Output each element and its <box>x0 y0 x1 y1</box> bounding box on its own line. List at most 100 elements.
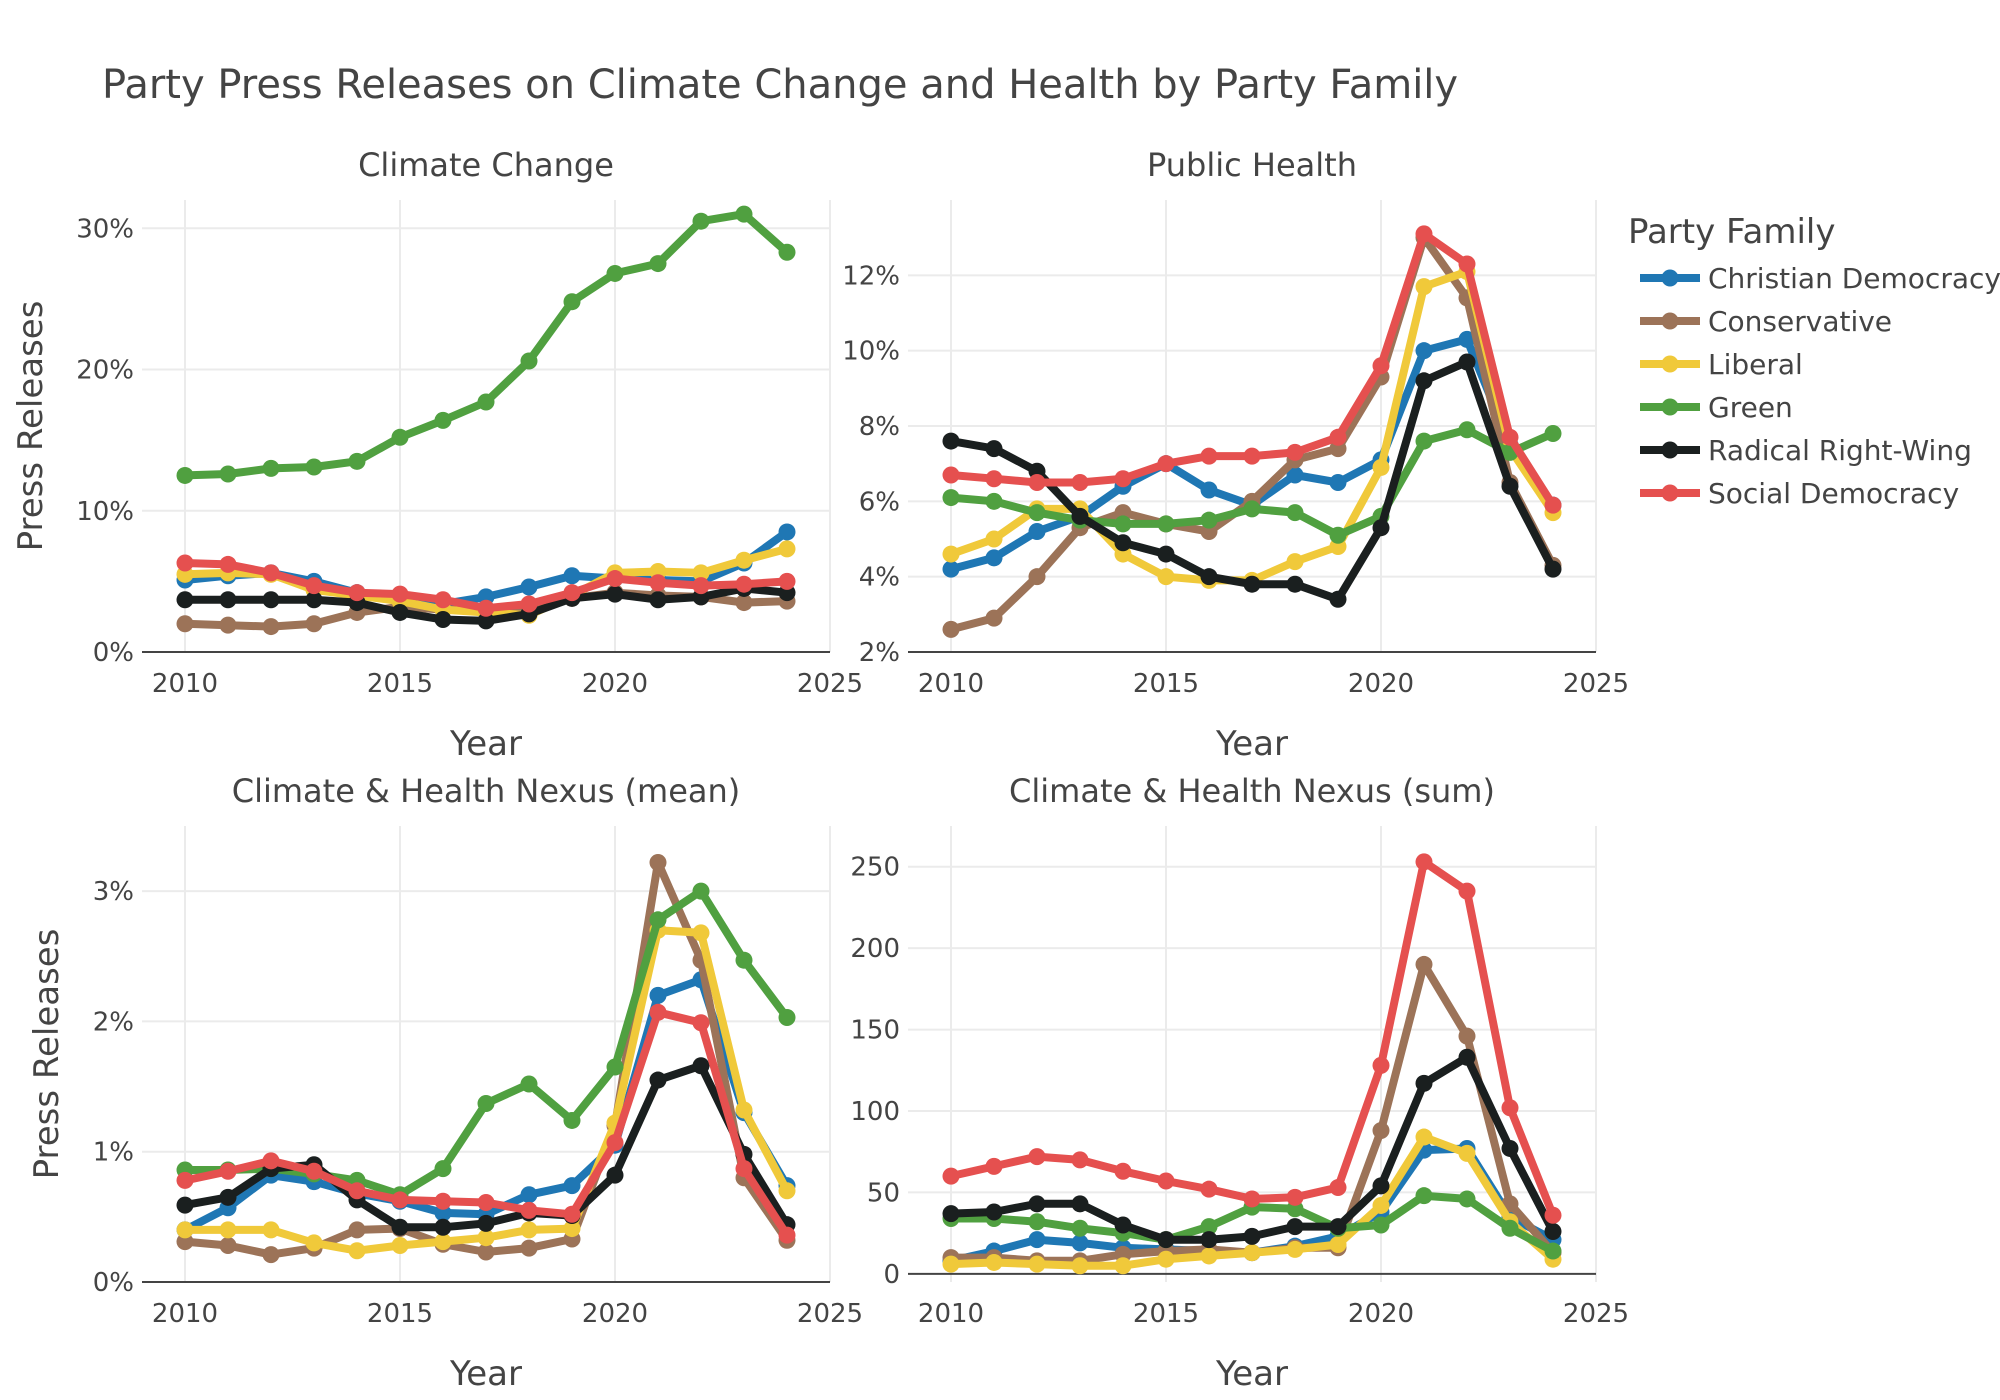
series-radical-right-wing <box>942 1048 1562 1249</box>
data-point <box>1071 1234 1089 1252</box>
data-point <box>1157 1250 1175 1268</box>
data-point <box>942 466 960 484</box>
legend-swatch-marker <box>1661 312 1679 330</box>
data-point <box>1372 1056 1390 1074</box>
data-point <box>942 1167 960 1185</box>
data-point <box>985 609 1003 627</box>
y-tick-label: 10% <box>76 497 134 527</box>
data-point <box>176 1233 194 1251</box>
data-point <box>391 1191 409 1209</box>
data-point <box>1200 1218 1218 1236</box>
series-liberal <box>942 1128 1562 1275</box>
data-point <box>1372 357 1390 375</box>
y-tick-label: 12% <box>842 261 900 291</box>
data-point <box>985 549 1003 567</box>
data-point <box>1114 534 1132 552</box>
data-point <box>563 1177 581 1195</box>
data-point <box>563 293 581 311</box>
legend-item-liberal[interactable]: Liberal <box>1640 348 1803 381</box>
data-point <box>649 986 667 1004</box>
data-point <box>434 591 452 609</box>
data-point <box>563 584 581 602</box>
data-point <box>1458 255 1476 273</box>
data-point <box>1458 1144 1476 1162</box>
data-point <box>649 574 667 592</box>
data-point <box>692 1057 710 1075</box>
data-point <box>348 452 366 470</box>
data-point <box>434 1218 452 1236</box>
legend-item-christian-democracy[interactable]: Christian Democracy <box>1640 262 2000 295</box>
data-point <box>1372 1216 1390 1234</box>
data-point <box>1071 1195 1089 1213</box>
subplot-climate-change: 2010 2015 2020 2025 0% 10% 20% 30% Climate Chang… <box>11 146 863 764</box>
data-point <box>262 1221 280 1239</box>
data-point <box>778 1009 796 1027</box>
data-point <box>778 523 796 541</box>
data-point <box>520 578 538 596</box>
data-point <box>348 584 366 602</box>
data-point <box>1200 1247 1218 1265</box>
data-point <box>649 255 667 273</box>
data-point <box>434 1192 452 1210</box>
data-point <box>176 466 194 484</box>
legend-swatch-marker <box>1661 355 1679 373</box>
legend-item-social-democracy[interactable]: Social Democracy <box>1640 477 1959 510</box>
x-tick-label: 2010 <box>918 669 984 699</box>
data-point <box>1329 590 1347 608</box>
data-point <box>520 352 538 370</box>
data-point <box>219 555 237 573</box>
data-point <box>1157 515 1175 533</box>
data-point <box>1028 1213 1046 1231</box>
y-tick-label: 10% <box>842 337 900 367</box>
data-point <box>606 1058 624 1076</box>
data-point <box>262 1246 280 1264</box>
data-point <box>735 575 753 593</box>
data-point <box>1243 500 1261 518</box>
x-tick-label: 2015 <box>1133 1299 1199 1329</box>
data-point <box>176 1221 194 1239</box>
legend-label: Social Democracy <box>1708 477 1959 510</box>
data-point <box>1028 1231 1046 1249</box>
legend-item-conservative[interactable]: Conservative <box>1640 305 1892 338</box>
data-point <box>942 620 960 638</box>
data-point <box>985 1253 1003 1271</box>
x-tick-label: 2020 <box>1348 1299 1414 1329</box>
data-point <box>1157 545 1175 563</box>
data-point <box>1286 553 1304 571</box>
data-point <box>176 554 194 572</box>
y-tick-label: 8% <box>859 412 900 442</box>
data-point <box>1544 1223 1562 1241</box>
y-tick-label: 6% <box>859 487 900 517</box>
data-point <box>1028 568 1046 586</box>
data-point <box>1501 1099 1519 1117</box>
data-point <box>1157 568 1175 586</box>
legend-item-green[interactable]: Green <box>1640 391 1793 424</box>
data-point <box>1028 522 1046 540</box>
data-point <box>477 599 495 617</box>
data-point <box>1200 447 1218 465</box>
y-tick-label: 1% <box>93 1138 134 1168</box>
data-point <box>1071 507 1089 525</box>
data-point <box>1458 882 1476 900</box>
data-point <box>1286 575 1304 593</box>
data-point <box>1243 1227 1261 1245</box>
legend-swatch-marker <box>1661 398 1679 416</box>
data-point <box>1329 474 1347 491</box>
data-point <box>219 616 237 634</box>
subplot-title: Climate Change <box>358 146 614 184</box>
data-point <box>219 1221 237 1239</box>
data-point <box>985 470 1003 488</box>
data-point <box>305 1234 323 1252</box>
data-point <box>1415 955 1433 973</box>
data-point <box>985 530 1003 548</box>
data-point <box>1372 1196 1390 1214</box>
data-point <box>219 1237 237 1255</box>
data-point <box>1028 1255 1046 1273</box>
y-axis-label: Press Releases <box>11 301 51 552</box>
legend-item-radical-right-wing[interactable]: Radical Right-Wing <box>1640 434 1972 467</box>
data-point <box>649 1071 667 1089</box>
data-point <box>1200 1180 1218 1198</box>
data-point <box>606 1166 624 1184</box>
